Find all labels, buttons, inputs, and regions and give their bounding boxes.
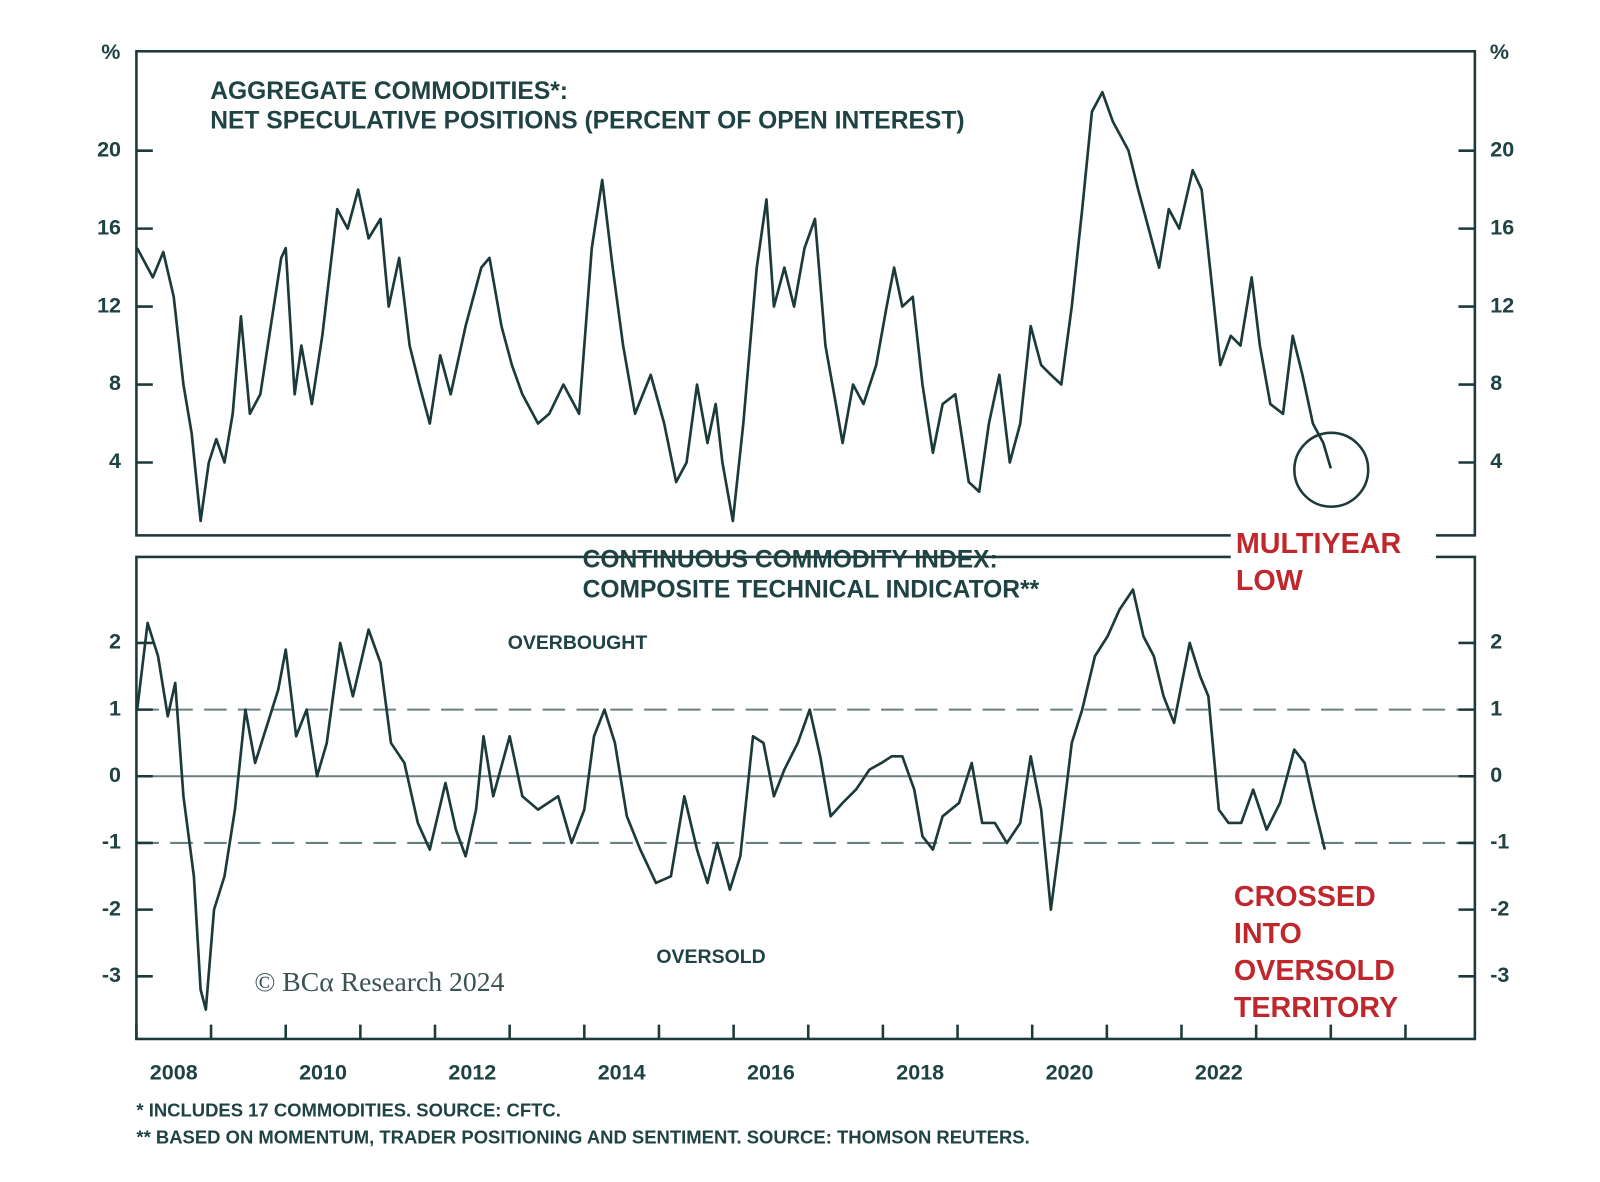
y-tick-label: 1 <box>109 696 121 720</box>
y-tick-label: 0 <box>109 763 121 787</box>
y-tick-label: 20 <box>97 137 121 161</box>
x-tick-label: 2010 <box>299 1061 347 1085</box>
x-tick-label: 2012 <box>448 1061 496 1085</box>
x-tick-label: 2018 <box>896 1061 944 1085</box>
y-tick-label: 2 <box>109 630 121 654</box>
data-line <box>135 90 1333 523</box>
plot-frame <box>135 49 1477 537</box>
label-backdrop <box>1230 528 1436 611</box>
y-tick-label: 16 <box>97 215 121 239</box>
y-tick-label: -3 <box>1490 963 1509 987</box>
y-tick-label: -1 <box>102 830 121 854</box>
annotations: % % AGGREGATE COMMODITIES*: NET SPECULAT… <box>101 40 1509 1147</box>
credit: © BCα Research 2024 <box>254 966 504 997</box>
y-tick-label: 0 <box>1490 763 1502 787</box>
y-tick-label: 12 <box>1490 293 1514 317</box>
panel-title: COMPOSITE TECHNICAL INDICATOR** <box>583 576 1040 603</box>
x-tick-label: 2020 <box>1046 1061 1094 1085</box>
zone-label: OVERBOUGHT <box>508 632 648 654</box>
panel-title: AGGREGATE COMMODITIES*: <box>210 78 568 105</box>
x-tick-label: 2008 <box>150 1061 198 1085</box>
annotation: OVERSOLD <box>1234 955 1395 987</box>
y-tick-label: 4 <box>1490 449 1502 473</box>
y-tick-label: 4 <box>109 449 121 473</box>
x-tick-label: 2022 <box>1195 1061 1243 1085</box>
y-tick-label: -2 <box>1490 896 1509 920</box>
y-unit: % <box>1490 40 1509 64</box>
x-tick-label: 2014 <box>598 1061 646 1085</box>
y-tick-label: 20 <box>1490 137 1514 161</box>
annotation: MULTIYEAR <box>1236 528 1402 560</box>
panel-title: NET SPECULATIVE POSITIONS (PERCENT OF OP… <box>210 108 964 135</box>
x-tick-label: 2016 <box>747 1061 795 1085</box>
footnote: * INCLUDES 17 COMMODITIES. SOURCE: CFTC. <box>136 1100 560 1121</box>
y-tick-label: -2 <box>102 896 121 920</box>
y-tick-label: 2 <box>1490 630 1502 654</box>
annotation: LOW <box>1236 565 1304 597</box>
zone-label: OVERSOLD <box>656 946 765 968</box>
y-tick-label: 1 <box>1490 696 1502 720</box>
panel-title: CONTINUOUS COMMODITY INDEX: <box>583 547 998 574</box>
plot-frame <box>135 555 1477 1041</box>
y-tick-label: 12 <box>97 293 121 317</box>
y-tick-label: 8 <box>1490 371 1502 395</box>
y-tick-label: -1 <box>1490 830 1509 854</box>
y-tick-label: 16 <box>1490 215 1514 239</box>
y-tick-label: 8 <box>109 371 121 395</box>
annotation: INTO <box>1234 918 1302 950</box>
footnote: ** BASED ON MOMENTUM, TRADER POSITIONING… <box>136 1126 1029 1147</box>
highlight-circle <box>1293 431 1370 508</box>
annotation: CROSSED <box>1234 881 1376 913</box>
data-line <box>135 588 1327 1011</box>
y-unit: % <box>101 40 120 64</box>
y-tick-label: -3 <box>102 963 121 987</box>
annotation: TERRITORY <box>1234 992 1398 1024</box>
